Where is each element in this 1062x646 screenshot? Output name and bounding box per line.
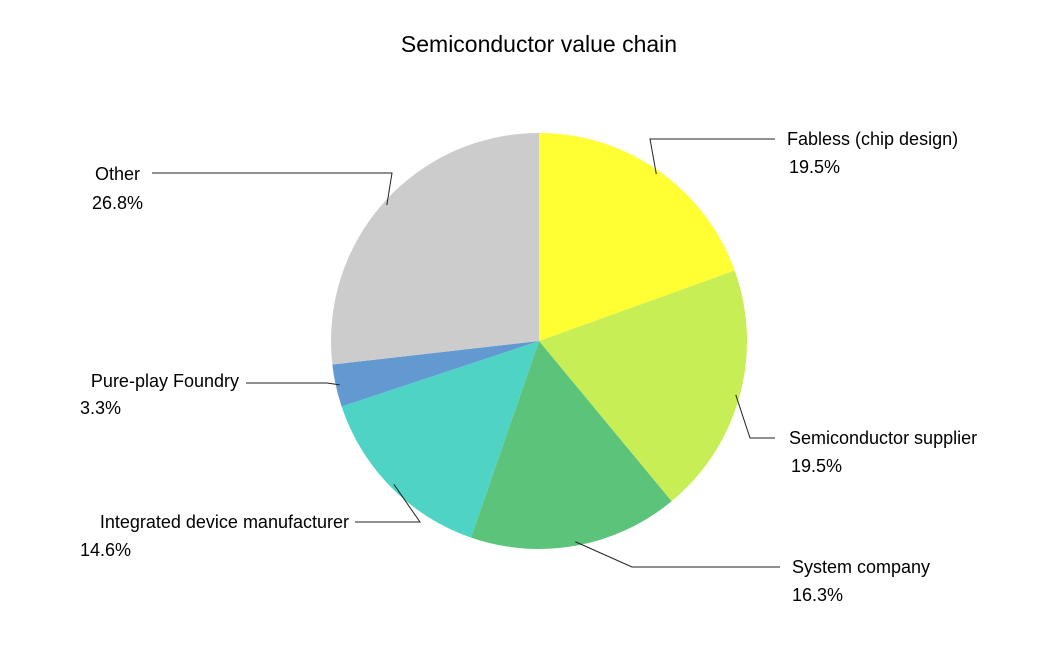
pie-slice-semiconductor-supplier (539, 270, 747, 502)
leader-line-pure-play-foundry (246, 382, 340, 386)
pie-slice-system-company (471, 341, 672, 549)
chart-title: Semiconductor value chain (401, 31, 677, 57)
pie-slice-pure-play-foundry (332, 341, 539, 407)
slice-label-other: Other (95, 164, 140, 184)
leader-line-fabless-chip-design (649, 138, 775, 175)
slice-value-fabless-chip-design: 19.5% (789, 157, 840, 177)
leader-line-semiconductor-supplier (735, 394, 775, 439)
pie-slice-other (331, 133, 539, 365)
leader-line-other (152, 172, 393, 206)
slice-label-semiconductor-supplier: Semiconductor supplier (789, 428, 977, 448)
slice-value-integrated-device-manufacturer: 14.6% (80, 540, 131, 560)
slice-value-semiconductor-supplier: 19.5% (791, 456, 842, 476)
slice-value-other: 26.8% (92, 193, 143, 213)
slice-label-system-company: System company (792, 557, 930, 577)
pie-slices (331, 133, 747, 549)
slice-labels: Fabless (chip design) 19.5% Semiconductor … (80, 129, 977, 605)
slice-label-pure-play-foundry: Pure-play Foundry (91, 371, 239, 391)
pie-slice-integrated-device-manufacturer (341, 341, 539, 538)
slice-label-integrated-device-manufacturer: Integrated device manufacturer (100, 512, 349, 532)
slice-label-fabless-chip-design: Fabless (chip design) (787, 129, 958, 149)
leader-line-integrated-device-manufacturer (355, 484, 421, 523)
slice-value-system-company: 16.3% (792, 585, 843, 605)
leader-line-system-company (575, 541, 780, 568)
leader-lines (152, 138, 780, 568)
pie-slice-fabless-chip-design (539, 133, 735, 341)
slice-value-pure-play-foundry: 3.3% (80, 398, 121, 418)
